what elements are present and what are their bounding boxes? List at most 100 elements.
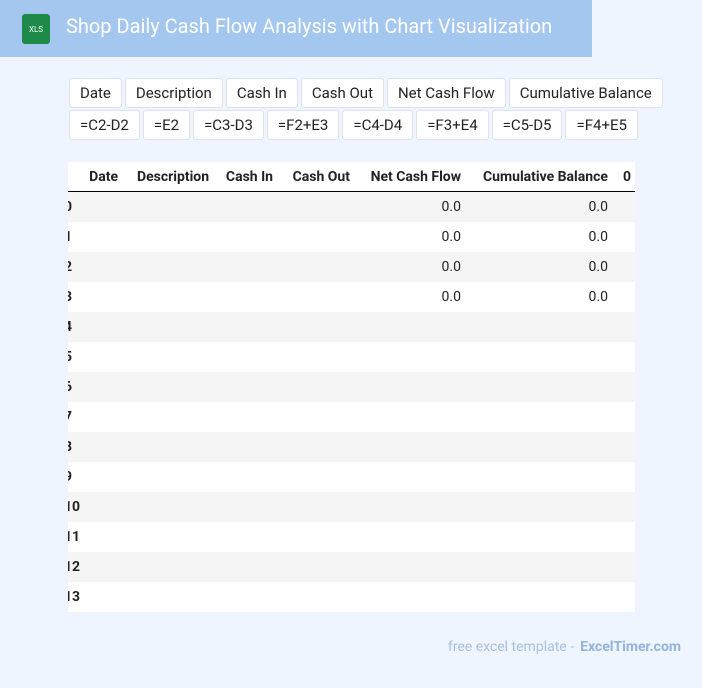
cell: [612, 282, 635, 312]
cell: [612, 342, 635, 372]
cell: [213, 522, 277, 552]
chip[interactable]: =F3+E4: [416, 110, 489, 140]
cell: [611, 552, 635, 582]
chip[interactable]: =C5-D5: [491, 110, 563, 140]
cell: [354, 522, 465, 552]
cell: [277, 582, 354, 612]
cell: [213, 462, 277, 492]
cell: [354, 372, 465, 402]
cell: [122, 312, 214, 342]
chip[interactable]: Cash In: [225, 78, 298, 108]
cell: [464, 372, 612, 402]
chip[interactable]: =C3-D3: [193, 110, 264, 140]
xls-icon: XLS: [22, 14, 50, 44]
cell: [122, 522, 213, 552]
cell: [277, 432, 355, 462]
cell: [277, 552, 355, 582]
chip[interactable]: =E2: [142, 110, 191, 140]
table-row: 4: [68, 312, 635, 342]
cell: [213, 252, 278, 282]
cell: [213, 222, 277, 252]
cell: [465, 522, 612, 552]
table-row: 10: [68, 492, 635, 522]
cell: [122, 222, 213, 252]
cell: [122, 372, 214, 402]
table-row: 7: [68, 402, 635, 432]
table-row: 0 0.0 0.0: [68, 191, 635, 222]
row-index: 3: [68, 289, 73, 305]
chip[interactable]: Description: [124, 78, 223, 108]
cell: [354, 342, 465, 372]
cell: [80, 312, 123, 342]
row-index: 1: [68, 229, 73, 245]
row-index: 5: [68, 349, 73, 365]
cell: [465, 582, 612, 612]
cell: 0.0: [588, 289, 608, 305]
chip[interactable]: Date: [69, 78, 122, 108]
cell: [354, 492, 465, 522]
table-row: 11: [68, 522, 635, 552]
cell: [277, 312, 355, 342]
chip[interactable]: Cumulative Balance: [508, 78, 663, 108]
table-row: 6: [68, 372, 635, 402]
cell: [213, 432, 278, 462]
row-index: 13: [68, 589, 81, 605]
cell: 0.0: [354, 252, 465, 282]
cell: 0.0: [464, 252, 612, 282]
row-index: 0: [68, 191, 81, 222]
chip[interactable]: Cash Out: [300, 78, 384, 108]
cell: [80, 372, 123, 402]
table-row: 13: [68, 582, 635, 612]
cell: [122, 582, 213, 612]
cell: [80, 462, 122, 492]
row-index: 6: [68, 372, 81, 402]
cell: [122, 252, 214, 282]
cell: [277, 462, 354, 492]
cell: [277, 252, 355, 282]
cell: 0.0: [354, 191, 465, 222]
cell: [354, 582, 465, 612]
cell: [464, 492, 612, 522]
cell: [80, 342, 122, 372]
cell: [213, 402, 277, 432]
cell: 0.0: [588, 229, 608, 245]
footer-link[interactable]: ExcelTimer.com: [580, 639, 681, 655]
column-header: Date: [80, 162, 123, 192]
cell: [277, 222, 354, 252]
chip[interactable]: =F2+E3: [266, 110, 340, 140]
table-container: Date Description Cash In Cash Out Net Cash F…: [68, 162, 635, 612]
cell: [612, 462, 635, 492]
chip[interactable]: =C2-D2: [69, 110, 140, 140]
chip[interactable]: =C4-D4: [342, 110, 414, 140]
cell: [464, 552, 612, 582]
cell: [612, 582, 635, 612]
header-bar: XLS Shop Daily Cash Flow Analysis with C…: [0, 0, 592, 57]
cell: [213, 582, 277, 612]
cell: [122, 191, 214, 222]
table-row: 12: [68, 552, 635, 582]
cell: [612, 522, 635, 552]
cell: [465, 402, 612, 432]
data-table: Date Description Cash In Cash Out Net Cash F…: [68, 162, 635, 612]
cell: [465, 462, 612, 492]
column-header: 0: [611, 162, 635, 192]
cell: [122, 282, 213, 312]
table-body: 0 0.0 0.0 1 0.0 0.0 2 0.0 0.0 3 0.0 0.0 4 5 6 7 8 9 10 11 12…: [68, 191, 635, 613]
cell: [213, 492, 278, 522]
table-row: 1 0.0 0.0: [68, 222, 635, 252]
row-index: 7: [68, 409, 73, 425]
cell: [464, 432, 612, 462]
chip[interactable]: Net Cash Flow: [386, 78, 506, 108]
cell: [277, 372, 355, 402]
chip[interactable]: =F4+E5: [565, 110, 638, 140]
cell: 0.0: [464, 191, 612, 222]
cell: [354, 552, 465, 582]
cell: [80, 552, 123, 582]
cell: [277, 191, 355, 222]
cell: [80, 582, 122, 612]
cell: [464, 312, 612, 342]
table-row: 3 0.0 0.0: [68, 282, 635, 312]
cell: [611, 191, 635, 222]
row-index: 8: [68, 432, 81, 462]
